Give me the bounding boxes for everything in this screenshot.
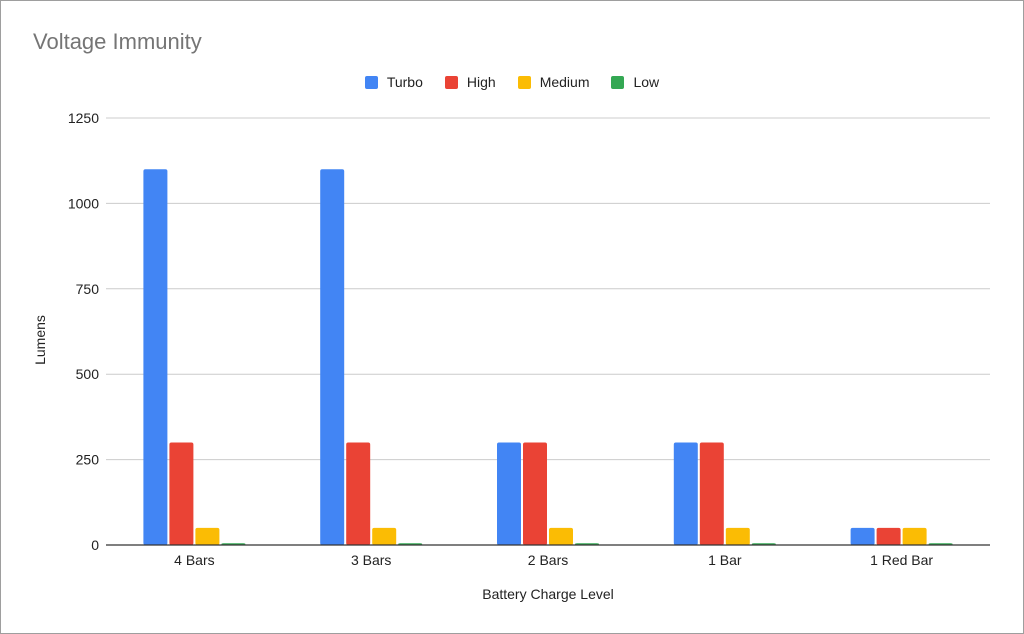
bar-medium-3 [725,527,750,545]
x-tick-label: 3 Bars [351,552,391,568]
x-axis-title: Battery Charge Level [482,586,614,602]
bar-turbo-1 [320,169,345,546]
legend-swatch [444,75,458,89]
legend-label: Low [633,74,660,90]
bar-high-3 [699,442,724,545]
legend-item: Medium [517,74,590,90]
bar-high-4 [876,527,901,545]
legend-swatch [364,75,378,89]
legend-swatch [517,75,531,89]
chart-title: Voltage Immunity [33,29,202,54]
bar-turbo-0 [143,169,168,546]
chart-legend: Turbo High Medium Low [0,74,1024,90]
x-tick-label: 2 Bars [528,552,568,568]
bar-high-2 [523,442,547,545]
legend-item: Low [611,74,659,90]
x-tick-labels: 4 Bars 3 Bars 2 Bars 1 Bar 1 Red Bar [174,552,933,568]
gridlines [106,117,990,461]
x-tick-label: 4 Bars [174,552,214,568]
bars [143,169,953,546]
y-tick-label: 250 [76,452,100,468]
x-tick-label: 1 Red Bar [870,552,933,568]
legend-label: Turbo [386,74,423,90]
y-tick-label: 500 [76,366,100,382]
y-tick-label: 1000 [68,195,99,211]
y-tick-label: 1250 [68,110,99,126]
bar-medium-0 [195,527,220,545]
legend-item: High [444,74,496,90]
bar-medium-2 [549,527,573,545]
legend-item: Turbo [364,74,423,90]
legend-swatch [611,75,625,89]
y-tick-label: 0 [91,537,99,553]
bar-high-1 [346,442,371,545]
x-tick-label: 1 Bar [708,552,742,568]
y-tick-labels: 0 250 500 750 1000 1250 [68,110,99,553]
bar-turbo-3 [673,442,698,545]
legend-label: High [466,74,496,90]
legend-label: Medium [539,74,590,90]
bar-medium-4 [902,527,927,545]
bar-turbo-2 [497,442,521,545]
bar-high-0 [169,442,194,545]
y-axis-title: Lumens [32,315,48,365]
bar-turbo-4 [850,527,875,545]
bar-medium-1 [372,527,397,545]
y-tick-label: 750 [76,281,100,297]
